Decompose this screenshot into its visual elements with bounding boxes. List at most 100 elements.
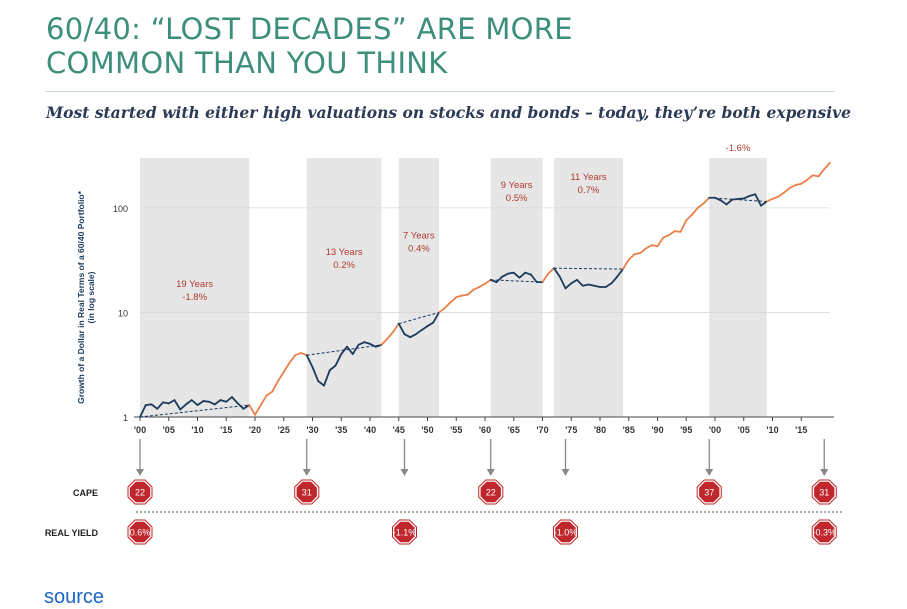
series-segment-94 xyxy=(681,220,687,231)
x-tick-label-5: '25 xyxy=(278,425,290,435)
series-segment-43 xyxy=(387,332,393,339)
real-yield-value-2: -1.0% xyxy=(554,528,578,538)
cape-arrowhead-1 xyxy=(303,469,311,476)
lost-decade-band-5 xyxy=(709,158,767,417)
series-segment-96 xyxy=(692,208,698,215)
real-yield-arrowhead-1 xyxy=(401,469,409,476)
series-segment-119 xyxy=(824,163,830,169)
page-title: 60/40: “LOST DECADES” ARE MORE COMMON TH… xyxy=(46,12,573,80)
series-segment-88 xyxy=(646,245,652,248)
x-tick-label-13: '65 xyxy=(508,425,520,435)
cape-arrowhead-3 xyxy=(705,469,713,476)
series-segment-57 xyxy=(468,290,474,295)
x-tick-label-0: '00 xyxy=(134,425,146,435)
lost-decade-years-4: 11 Years xyxy=(570,172,607,183)
series-segment-54 xyxy=(451,297,457,302)
title-divider xyxy=(46,91,834,92)
series-segment-112 xyxy=(784,188,790,193)
series-segment-26 xyxy=(290,355,296,363)
lost-decade-years-1: 13 Years xyxy=(326,247,363,258)
y-tick-label-0: 1 xyxy=(123,413,128,423)
x-tick-label-10: '50 xyxy=(421,425,433,435)
chart-subtitle: Most started with either high valuations… xyxy=(46,103,851,122)
x-tick-label-20: '00 xyxy=(709,425,721,435)
x-tick-label-16: '80 xyxy=(594,425,606,435)
series-segment-98 xyxy=(704,198,710,204)
x-tick-label-8: '40 xyxy=(364,425,376,435)
lost-decade-return-2: 0.4% xyxy=(408,244,430,255)
series-segment-20 xyxy=(255,405,261,415)
x-tick-label-14: '70 xyxy=(536,425,548,435)
title-line-2: COMMON THAN YOU THINK xyxy=(46,46,573,80)
cape-value-1: 31 xyxy=(302,488,312,498)
source-link[interactable]: source xyxy=(44,586,104,609)
cape-row-label: CAPE xyxy=(73,488,98,498)
series-segment-22 xyxy=(267,392,273,396)
series-segment-115 xyxy=(801,180,807,184)
y-axis-note: (in log scale) xyxy=(86,271,96,323)
cape-value-0: 22 xyxy=(135,488,145,498)
series-segment-85 xyxy=(629,254,635,259)
lost-decades-chart: 1 10 100 Growth of a Dollar in Real Terms o… xyxy=(0,140,907,580)
series-segment-24 xyxy=(278,372,284,381)
series-segment-28 xyxy=(301,353,307,355)
lost-decade-years-3: 9 Years xyxy=(501,180,533,191)
x-tick-label-11: '55 xyxy=(450,425,462,435)
y-tick-label-1: 10 xyxy=(118,308,128,318)
series-segment-87 xyxy=(640,248,646,253)
series-segment-70 xyxy=(543,274,549,282)
series-segment-53 xyxy=(445,302,451,308)
lost-decade-years-0: 19 Years xyxy=(176,279,213,290)
series-segment-92 xyxy=(669,231,675,235)
series-segment-58 xyxy=(474,287,480,290)
series-segment-90 xyxy=(658,238,664,247)
y-axis-label: Growth of a Dollar in Real Terms of a 60… xyxy=(76,190,86,404)
lost-decade-return-3: 0.5% xyxy=(506,193,528,204)
real-yield-arrowhead-2 xyxy=(562,469,570,476)
x-tick-label-17: '85 xyxy=(623,425,635,435)
series-segment-91 xyxy=(663,235,669,238)
series-segment-23 xyxy=(272,381,278,391)
cape-value-4: 31 xyxy=(819,488,829,498)
cape-arrowhead-2 xyxy=(487,469,495,476)
series-segment-113 xyxy=(790,185,796,188)
x-tick-label-2: '10 xyxy=(191,425,203,435)
series-segment-60 xyxy=(485,280,491,284)
y-tick-label-2: 100 xyxy=(113,204,128,214)
series-segment-59 xyxy=(479,284,485,287)
x-tick-label-3: '15 xyxy=(220,425,232,435)
lost-decade-return-1: 0.2% xyxy=(333,260,355,271)
series-segment-42 xyxy=(382,339,388,345)
lost-decade-years-5: 10 Years xyxy=(720,140,757,141)
x-tick-label-9: '45 xyxy=(393,425,405,435)
series-segment-27 xyxy=(295,353,301,355)
cape-arrowhead-0 xyxy=(136,469,144,476)
lost-decade-return-0: -1.8% xyxy=(182,292,207,303)
cape-value-3: 37 xyxy=(704,488,714,498)
series-segment-118 xyxy=(819,169,825,176)
lost-decade-return-4: 0.7% xyxy=(578,185,600,196)
x-tick-label-19: '95 xyxy=(680,425,692,435)
series-segment-95 xyxy=(686,215,692,221)
x-tick-label-18: '90 xyxy=(651,425,663,435)
title-line-1: 60/40: “LOST DECADES” ARE MORE xyxy=(46,12,573,46)
series-segment-71 xyxy=(548,268,554,273)
x-tick-label-21: '05 xyxy=(738,425,750,435)
lost-decade-band-2 xyxy=(399,158,439,417)
series-segment-97 xyxy=(698,204,704,208)
series-segment-25 xyxy=(284,363,290,372)
x-tick-label-7: '35 xyxy=(335,425,347,435)
x-tick-label-15: '75 xyxy=(565,425,577,435)
x-tick-label-22: '10 xyxy=(766,425,778,435)
cape-value-2: 22 xyxy=(486,488,496,498)
series-segment-52 xyxy=(439,308,445,312)
real-yield-row-label: REAL YIELD xyxy=(45,528,99,538)
x-tick-label-23: '15 xyxy=(795,425,807,435)
real-yield-value-3: -0.3% xyxy=(812,528,836,538)
x-tick-label-4: '20 xyxy=(249,425,261,435)
lost-decade-years-2: 7 Years xyxy=(403,231,435,242)
series-segment-109 xyxy=(767,199,773,202)
series-segment-21 xyxy=(261,396,267,405)
series-segment-116 xyxy=(807,175,813,180)
x-tick-label-6: '30 xyxy=(306,425,318,435)
